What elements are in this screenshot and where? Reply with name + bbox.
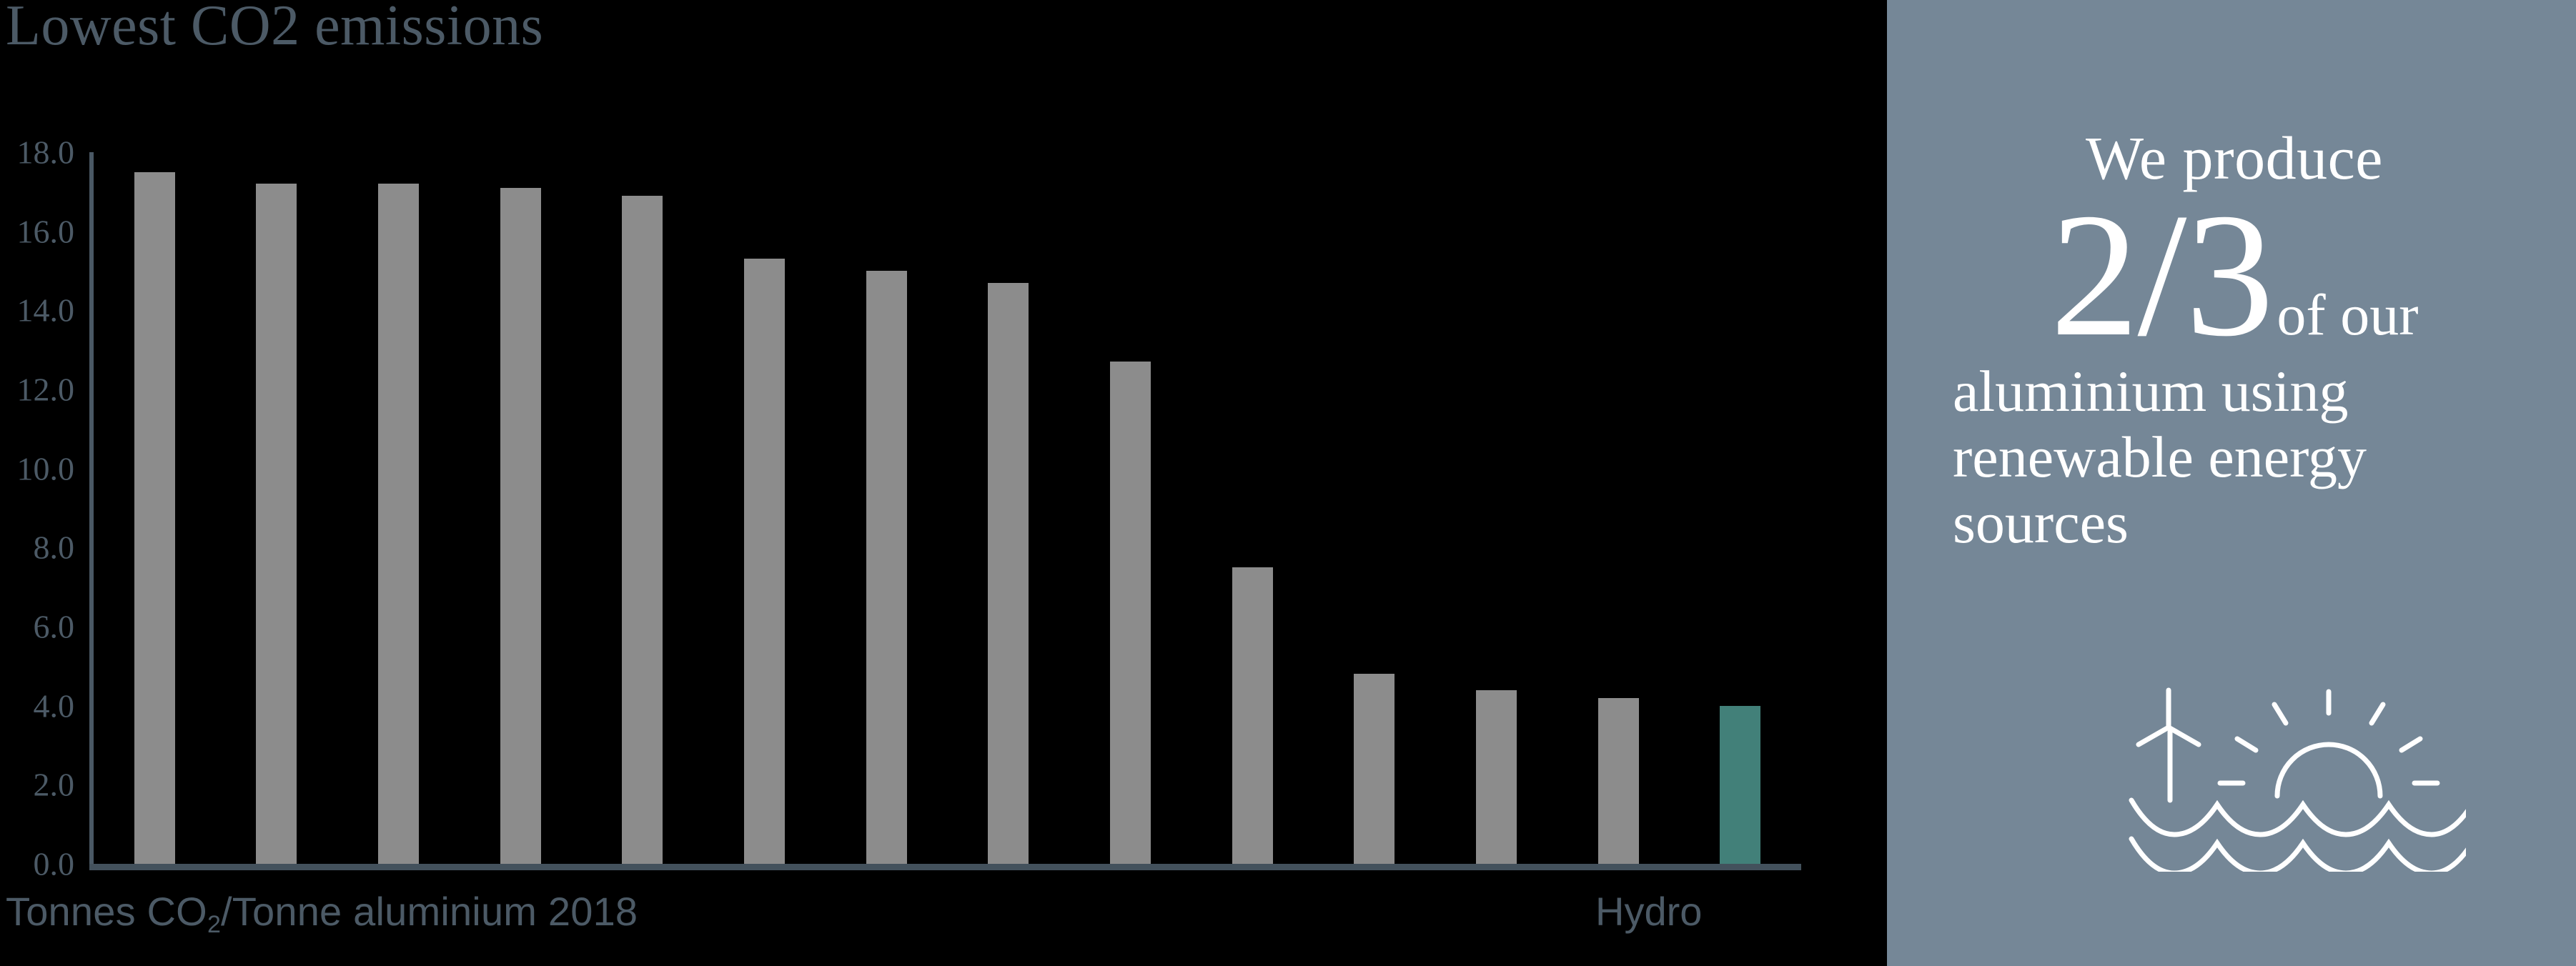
stat-line-aluminium-using: aluminium using (1953, 359, 2349, 424)
y-axis-tick-label: 12.0 (16, 371, 75, 408)
stat-fraction-value: 2/3 (2050, 176, 2274, 373)
y-axis-tick-label: 18.0 (16, 134, 75, 171)
chart-panel: Lowest CO2 emissions 18.0 16.0 14.0 12.0 10.… (0, 0, 1801, 939)
y-axis-tick-label: 8.0 (33, 529, 75, 566)
bar-4[interactable] (622, 195, 663, 864)
y-axis-tick-label: 14.0 (16, 292, 75, 329)
bar-0[interactable] (134, 171, 175, 864)
y-axis-tick-label: 6.0 (33, 608, 75, 645)
bar-13[interactable] (1720, 705, 1761, 864)
bar-5[interactable] (744, 259, 786, 864)
bar-2[interactable] (378, 184, 420, 864)
renewable-energy-icon (2123, 687, 2477, 876)
x-axis-label-rest: /Tonne aluminium 2018 (221, 889, 638, 934)
bar-8[interactable] (1109, 362, 1151, 864)
bar-7[interactable] (988, 282, 1029, 864)
x-axis-label-main: Tonnes CO (6, 889, 207, 934)
bar-9[interactable] (1232, 567, 1273, 864)
y-axis-tick-label: 0.0 (33, 845, 75, 882)
hydro-category-label: Hydro (1595, 889, 1703, 934)
x-axis-label: Tonnes CO2/Tonne aluminium 2018 (6, 888, 638, 939)
stat-line-we-produce: We produce (2086, 124, 2383, 192)
page-title: Lowest CO2 emissions (6, 0, 544, 57)
y-axis-tick-labels: 18.0 16.0 14.0 12.0 10.0 8.0 6.0 4.0 2.0 0.0 (0, 134, 84, 882)
y-axis-tick-label: 10.0 (16, 450, 75, 487)
bar-3[interactable] (500, 187, 541, 864)
sun-icon (2217, 689, 2440, 799)
bar-1[interactable] (256, 184, 297, 864)
waves-icon (2129, 797, 2477, 876)
stat-line-renewable-energy: renewable energy (1953, 424, 2367, 490)
stat-line-sources: sources (1953, 490, 2129, 555)
bar-12[interactable] (1597, 697, 1639, 864)
stat-text-block: We produce 2/3of our aluminium using ren… (1948, 124, 2520, 556)
bar-11[interactable] (1475, 689, 1517, 864)
bar-10[interactable] (1354, 674, 1395, 864)
x-axis-label-subscript: 2 (207, 911, 222, 939)
wind-turbine-icon (2136, 687, 2201, 803)
bar-6[interactable] (866, 271, 907, 864)
y-axis-line (89, 152, 94, 868)
y-axis-tick-label: 2.0 (33, 766, 75, 803)
stat-of-our-label: of our (2277, 282, 2419, 347)
x-axis-line (89, 864, 1801, 870)
y-axis-tick-label: 16.0 (16, 213, 75, 250)
y-axis-tick-label: 4.0 (33, 687, 75, 724)
bar-series (94, 152, 1801, 864)
stat-fraction-row: 2/3of our (1948, 186, 2520, 363)
stat-panel: We produce 2/3of our aluminium using ren… (1887, 0, 2576, 966)
